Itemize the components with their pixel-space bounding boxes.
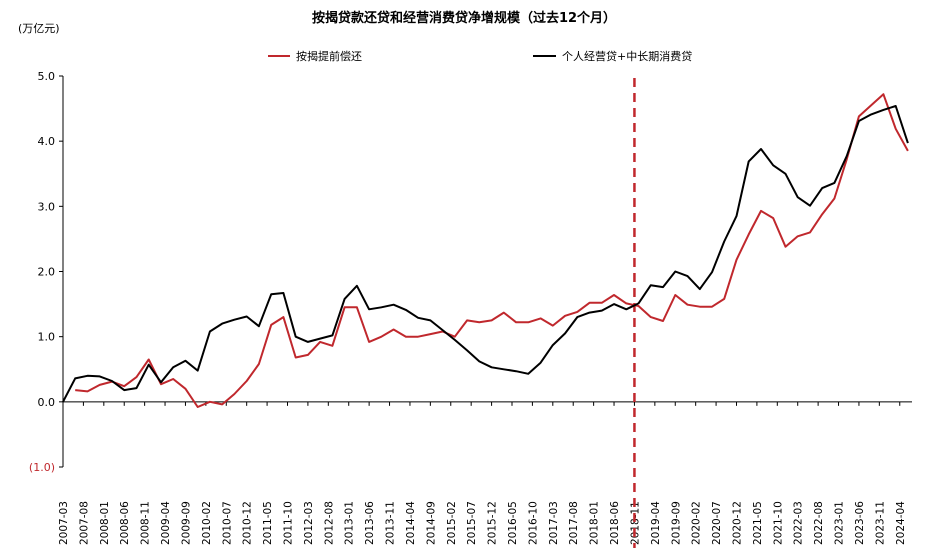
x-tick-label: 2013-06 — [364, 501, 376, 545]
x-tick-label: 2013-01 — [344, 501, 356, 545]
y-tick-label: 1.0 — [38, 331, 56, 344]
x-tick-label: 2020-02 — [691, 501, 703, 545]
x-tick-label: 2022-03 — [793, 501, 805, 545]
x-tick-label: 2010-12 — [242, 501, 254, 545]
x-tick-label: 2008-11 — [140, 501, 152, 545]
x-tick-label: 2009-04 — [160, 501, 172, 545]
x-tick-label: 2013-11 — [385, 501, 397, 545]
series-line-mortgage-prepay — [75, 93, 909, 408]
x-tick-label: 2008-01 — [99, 501, 111, 545]
x-tick-label: 2016-05 — [507, 501, 519, 545]
x-tick-label: 2011-05 — [262, 501, 274, 545]
y-tick-label: 4.0 — [38, 135, 56, 148]
x-tick-label: 2018-11 — [629, 501, 641, 545]
x-tick-label: 2020-12 — [731, 501, 743, 545]
x-tick-label: 2024-04 — [895, 501, 907, 545]
x-tick-label: 2007-03 — [58, 501, 70, 545]
y-axis-unit: (万亿元) — [18, 22, 60, 35]
x-tick-label: 2019-09 — [670, 501, 682, 545]
x-tick-label: 2023-11 — [874, 501, 886, 545]
x-tick-label: 2023-01 — [834, 501, 846, 545]
x-tick-label: 2014-09 — [425, 501, 437, 545]
y-tick-label: 2.0 — [38, 266, 56, 279]
legend: 按揭提前偿还 个人经营贷+中长期消费贷 — [268, 49, 692, 63]
x-tick-label: 2022-08 — [813, 501, 825, 545]
x-tick-label: 2012-03 — [303, 501, 315, 545]
chart-title: 按揭贷款还贷和经营消费贷净增规模（过去12个月） — [312, 10, 616, 26]
x-tick-label: 2021-10 — [772, 501, 784, 545]
y-axis-ticks: (1.0) 0.0 1.0 2.0 3.0 4.0 5.0 — [29, 70, 63, 474]
y-tick-label: 3.0 — [38, 200, 56, 213]
x-tick-label: 2007-08 — [78, 501, 90, 545]
y-tick-label: 5.0 — [38, 70, 56, 83]
x-tick-label: 2010-07 — [221, 501, 233, 545]
x-tick-label: 2009-09 — [180, 501, 192, 545]
x-axis-ticks: 2007-03 2007-08 2008-01 2008-06 2008-11 2009-… — [58, 401, 907, 545]
x-tick-label: 2012-08 — [323, 501, 335, 545]
x-tick-label: 2017-08 — [568, 501, 580, 545]
x-tick-label: 2014-04 — [405, 501, 417, 545]
series-group — [62, 93, 909, 408]
x-tick-label: 2023-06 — [854, 501, 866, 545]
legend-label-mortgage-prepay: 按揭提前偿还 — [296, 49, 362, 63]
x-tick-label: 2020-07 — [711, 501, 723, 545]
x-tick-label: 2008-06 — [119, 501, 131, 545]
x-tick-label: 2021-05 — [752, 501, 764, 545]
legend-label-business-consumer-loans: 个人经营贷+中长期消费贷 — [562, 49, 692, 63]
y-tick-label: 0.0 — [38, 396, 56, 409]
x-tick-label: 2017-03 — [548, 501, 560, 545]
x-tick-label: 2019-04 — [650, 501, 662, 545]
y-tick-label: (1.0) — [29, 461, 55, 474]
x-tick-label: 2016-10 — [527, 501, 539, 545]
x-tick-label: 2015-02 — [446, 501, 458, 545]
x-tick-label: 2018-01 — [589, 501, 601, 545]
x-tick-label: 2015-12 — [487, 501, 499, 545]
series-line-business-consumer-loans — [62, 105, 909, 403]
x-tick-label: 2018-06 — [609, 501, 621, 545]
x-tick-label: 2015-07 — [466, 501, 478, 545]
x-tick-label: 2010-02 — [201, 501, 213, 545]
x-tick-label: 2011-10 — [282, 501, 294, 545]
